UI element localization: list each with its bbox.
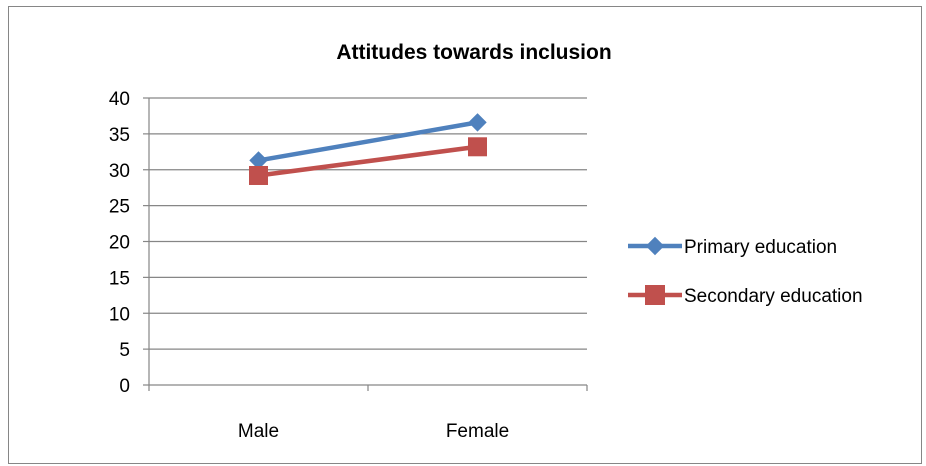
y-tick-label: 0: [119, 376, 130, 397]
y-tick-label: 20: [109, 233, 130, 254]
y-tick-label: 5: [119, 340, 130, 361]
y-tick-label: 15: [109, 268, 130, 289]
y-tick-label: 35: [109, 125, 130, 146]
data-point-square: [468, 137, 487, 157]
gridlines: [143, 97, 588, 391]
legend-label: Primary education: [684, 237, 837, 258]
chart-frame: [8, 6, 922, 464]
x-tick-label: Male: [238, 421, 279, 442]
x-tick-label: Female: [446, 421, 509, 442]
y-tick-label: 30: [109, 161, 130, 182]
y-tick-label: 40: [109, 89, 130, 110]
data-point-square: [645, 285, 665, 305]
data-point-diamond: [468, 113, 487, 132]
data-point-diamond: [645, 236, 665, 256]
y-axis-ticks: 0 5 10 15 20 25 30 35 40: [109, 89, 130, 397]
x-axis-ticks: Male Female: [238, 421, 509, 442]
y-tick-label: 25: [109, 197, 130, 218]
series-line-secondary: [258, 144, 478, 178]
chart-title: Attitudes towards inclusion: [336, 41, 611, 64]
legend-label: Secondary education: [684, 286, 863, 307]
series-group: [249, 113, 487, 185]
y-tick-label: 10: [109, 304, 130, 325]
series-line-primary: [258, 120, 478, 163]
legend: Primary education Secondary education: [628, 236, 863, 307]
data-point-square: [249, 165, 268, 185]
